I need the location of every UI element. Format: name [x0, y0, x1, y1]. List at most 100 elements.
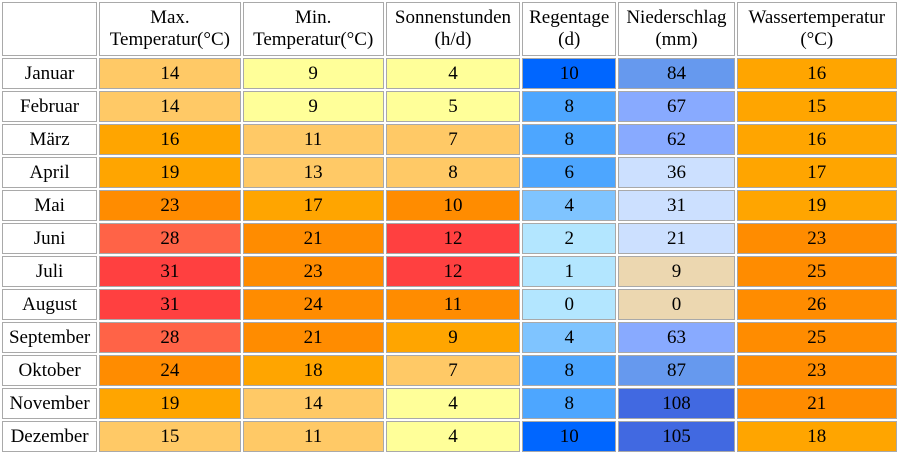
max-temp-cell: 31: [99, 289, 241, 320]
min-temp-cell: 21: [242, 223, 384, 254]
month-label: April: [2, 157, 98, 188]
precipitation-cell: 36: [618, 157, 735, 188]
min-temp-cell: 13: [242, 157, 384, 188]
month-label: März: [2, 124, 98, 155]
sun-hours-cell: 4: [385, 388, 521, 419]
sun-hours-header-line1: Sonnenstunden: [394, 7, 512, 28]
rain-days-cell: 1: [522, 256, 617, 287]
sun-hours-cell: 11: [385, 289, 521, 320]
water-temp-header-line2: (°C): [800, 29, 834, 50]
table-row: November 19 14 4 8 108 21: [2, 388, 897, 419]
water-temp-cell: 19: [736, 190, 897, 221]
table-row: Juni 28 21 12 2 21 23: [2, 223, 897, 254]
min-temp-header-line1: Min.: [294, 7, 332, 28]
min-temp-cell: 14: [242, 388, 384, 419]
max-temp-cell: 28: [99, 322, 241, 353]
min-temp-cell: 18: [242, 355, 384, 386]
water-temp-cell: 17: [736, 157, 897, 188]
rain-days-header-line1: Regentage: [529, 7, 610, 28]
sun-hours-cell: 9: [385, 322, 521, 353]
sun-hours-header: Sonnenstunden (h/d): [385, 2, 521, 56]
precipitation-cell: 67: [618, 91, 735, 122]
water-temp-header-line1: Wassertemperatur: [748, 7, 886, 28]
max-temp-cell: 14: [99, 58, 241, 89]
sun-hours-cell: 10: [385, 190, 521, 221]
rain-days-cell: 0: [522, 289, 617, 320]
table-row: März 16 11 7 8 62 16: [2, 124, 897, 155]
month-label: Juli: [2, 256, 98, 287]
max-temp-cell: 19: [99, 388, 241, 419]
rain-days-cell: 10: [522, 58, 617, 89]
month-label: November: [2, 388, 98, 419]
water-temp-cell: 18: [736, 421, 897, 452]
month-label: Dezember: [2, 421, 98, 452]
rain-days-cell: 8: [522, 355, 617, 386]
precipitation-cell: 31: [618, 190, 735, 221]
water-temp-header: Wassertemperatur (°C): [736, 2, 897, 56]
month-label: August: [2, 289, 98, 320]
max-temp-cell: 15: [99, 421, 241, 452]
rain-days-header-line2: (d): [558, 29, 581, 50]
water-temp-cell: 21: [736, 388, 897, 419]
min-temp-cell: 11: [242, 421, 384, 452]
table-row: April 19 13 8 6 36 17: [2, 157, 897, 188]
precipitation-header: Niederschlag (mm): [618, 2, 735, 56]
month-label: September: [2, 322, 98, 353]
rain-days-cell: 4: [522, 190, 617, 221]
max-temp-cell: 16: [99, 124, 241, 155]
water-temp-cell: 25: [736, 256, 897, 287]
sun-hours-cell: 4: [385, 421, 521, 452]
header-row: Max. Temperatur(°C) Min. Temperatur(°C) Sonn…: [2, 2, 897, 56]
min-temp-header: Min. Temperatur(°C): [242, 2, 384, 56]
rain-days-cell: 4: [522, 322, 617, 353]
sun-hours-cell: 12: [385, 223, 521, 254]
max-temp-cell: 31: [99, 256, 241, 287]
precipitation-cell: 105: [618, 421, 735, 452]
water-temp-cell: 16: [736, 124, 897, 155]
table-row: Januar 14 9 4 10 84 16: [2, 58, 897, 89]
table-row: September 28 21 9 4 63 25: [2, 322, 897, 353]
sun-hours-cell: 7: [385, 355, 521, 386]
table-row: Oktober 24 18 7 8 87 23: [2, 355, 897, 386]
precipitation-cell: 108: [618, 388, 735, 419]
precipitation-header-line1: Niederschlag: [626, 7, 727, 28]
min-temp-cell: 9: [242, 58, 384, 89]
rain-days-cell: 2: [522, 223, 617, 254]
precipitation-cell: 84: [618, 58, 735, 89]
water-temp-cell: 26: [736, 289, 897, 320]
max-temp-header-line2: Temperatur(°C): [109, 29, 230, 50]
precipitation-cell: 87: [618, 355, 735, 386]
max-temp-header: Max. Temperatur(°C): [99, 2, 241, 56]
sun-hours-cell: 7: [385, 124, 521, 155]
table-row: Juli 31 23 12 1 9 25: [2, 256, 897, 287]
min-temp-cell: 24: [242, 289, 384, 320]
max-temp-cell: 14: [99, 91, 241, 122]
max-temp-cell: 19: [99, 157, 241, 188]
month-label: Februar: [2, 91, 98, 122]
sun-hours-cell: 4: [385, 58, 521, 89]
month-label: Oktober: [2, 355, 98, 386]
max-temp-header-line1: Max.: [150, 7, 190, 28]
precipitation-cell: 0: [618, 289, 735, 320]
water-temp-cell: 23: [736, 223, 897, 254]
water-temp-cell: 23: [736, 355, 897, 386]
sun-hours-cell: 8: [385, 157, 521, 188]
rain-days-cell: 6: [522, 157, 617, 188]
table-row: Mai 23 17 10 4 31 19: [2, 190, 897, 221]
min-temp-cell: 17: [242, 190, 384, 221]
min-temp-cell: 23: [242, 256, 384, 287]
sun-hours-cell: 12: [385, 256, 521, 287]
month-label: Mai: [2, 190, 98, 221]
water-temp-cell: 25: [736, 322, 897, 353]
table-row: August 31 24 11 0 0 26: [2, 289, 897, 320]
rain-days-cell: 8: [522, 388, 617, 419]
water-temp-cell: 15: [736, 91, 897, 122]
table-row: Februar 14 9 5 8 67 15: [2, 91, 897, 122]
sun-hours-cell: 5: [385, 91, 521, 122]
precipitation-header-line2: (mm): [655, 29, 698, 50]
water-temp-cell: 16: [736, 58, 897, 89]
min-temp-cell: 11: [242, 124, 384, 155]
max-temp-cell: 28: [99, 223, 241, 254]
precipitation-cell: 9: [618, 256, 735, 287]
